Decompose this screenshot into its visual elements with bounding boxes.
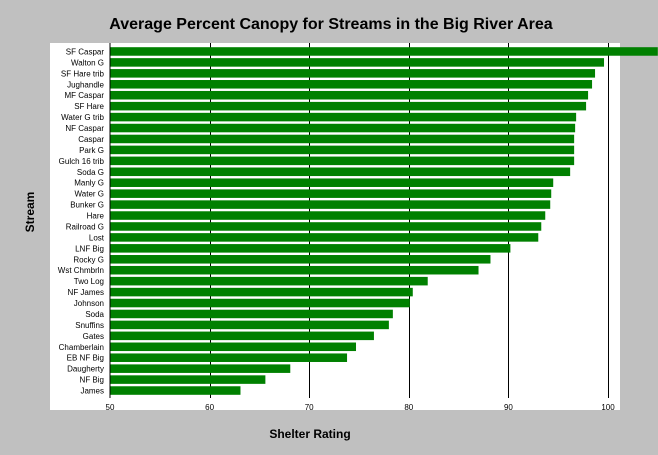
x-tick-label: 80 <box>404 403 413 412</box>
bar <box>110 353 348 362</box>
category-label: Lost <box>89 233 105 242</box>
bar <box>110 69 596 78</box>
category-label: EB NF Big <box>67 354 104 363</box>
bar <box>110 298 410 308</box>
x-tick-label: 50 <box>106 403 115 412</box>
x-axis-title: Shelter Rating <box>269 427 350 441</box>
category-label: NF Caspar <box>65 124 104 133</box>
category-label: LNF Big <box>75 244 104 253</box>
category-label: Water G trib <box>61 113 104 122</box>
x-tick-label: 70 <box>305 403 314 412</box>
category-label: NF Big <box>80 376 104 385</box>
y-axis-title: Stream <box>23 192 37 233</box>
category-label: Rocky G <box>73 255 104 264</box>
bar <box>110 156 575 166</box>
category-label: NF James <box>68 288 104 297</box>
bar <box>110 101 587 111</box>
bars <box>110 47 658 395</box>
bar <box>110 211 546 220</box>
category-label: Park G <box>79 146 104 155</box>
bar <box>110 134 575 144</box>
bar <box>110 287 413 297</box>
bar <box>110 309 393 319</box>
category-label: Walton G <box>71 58 104 67</box>
category-label: Caspar <box>78 135 104 144</box>
bar <box>110 375 266 384</box>
category-label: James <box>80 387 104 396</box>
bar <box>110 320 389 330</box>
bar <box>110 145 575 155</box>
bar <box>110 123 576 133</box>
bar <box>110 222 542 231</box>
category-label: Soda G <box>77 168 104 177</box>
x-tick-labels: 50 60 70 80 90 100 <box>106 403 616 412</box>
category-label: Soda <box>85 310 104 319</box>
bar <box>110 189 552 198</box>
bar <box>110 47 658 56</box>
bar <box>110 233 539 242</box>
category-label: SF Hare trib <box>61 69 105 78</box>
bar <box>110 255 491 264</box>
bar <box>110 244 511 253</box>
category-labels: SF Caspar Walton G SF Hare trib Jughandle MF… <box>58 47 105 395</box>
category-label: Two Log <box>74 277 104 286</box>
category-label: Snuffins <box>75 321 104 330</box>
x-tick-label: 100 <box>601 403 615 412</box>
bar <box>110 167 571 177</box>
category-label: Wst Chmbrln <box>58 266 104 275</box>
bar <box>110 90 589 100</box>
category-label: SF Caspar <box>66 47 105 56</box>
category-label: Jughandle <box>67 80 104 89</box>
bar <box>110 58 605 67</box>
category-label: Railroad G <box>66 222 104 231</box>
category-label: Johnson <box>74 299 104 308</box>
category-label: Gulch 16 trib <box>59 157 105 166</box>
category-label: Manly G <box>74 179 104 188</box>
bar <box>110 200 551 209</box>
chart-title: Average Percent Canopy for Streams in th… <box>109 16 553 33</box>
category-label: MF Caspar <box>64 91 104 100</box>
category-label: Gates <box>83 332 104 341</box>
bar <box>110 265 479 275</box>
category-label: SF Hare <box>74 102 104 111</box>
bar <box>110 112 577 122</box>
x-tick-label: 60 <box>205 403 214 412</box>
bar <box>110 276 428 286</box>
bar <box>110 80 593 89</box>
bar <box>110 386 241 395</box>
bar <box>110 331 374 341</box>
x-tick-label: 90 <box>504 403 513 412</box>
category-label: Chamberlain <box>59 343 104 352</box>
bar <box>110 178 554 187</box>
category-label: Hare <box>87 212 105 221</box>
category-label: Bunker G <box>70 201 104 210</box>
category-label: Water G <box>75 190 104 199</box>
bar <box>110 342 357 352</box>
bar <box>110 364 291 373</box>
category-label: Daugherty <box>67 365 104 374</box>
